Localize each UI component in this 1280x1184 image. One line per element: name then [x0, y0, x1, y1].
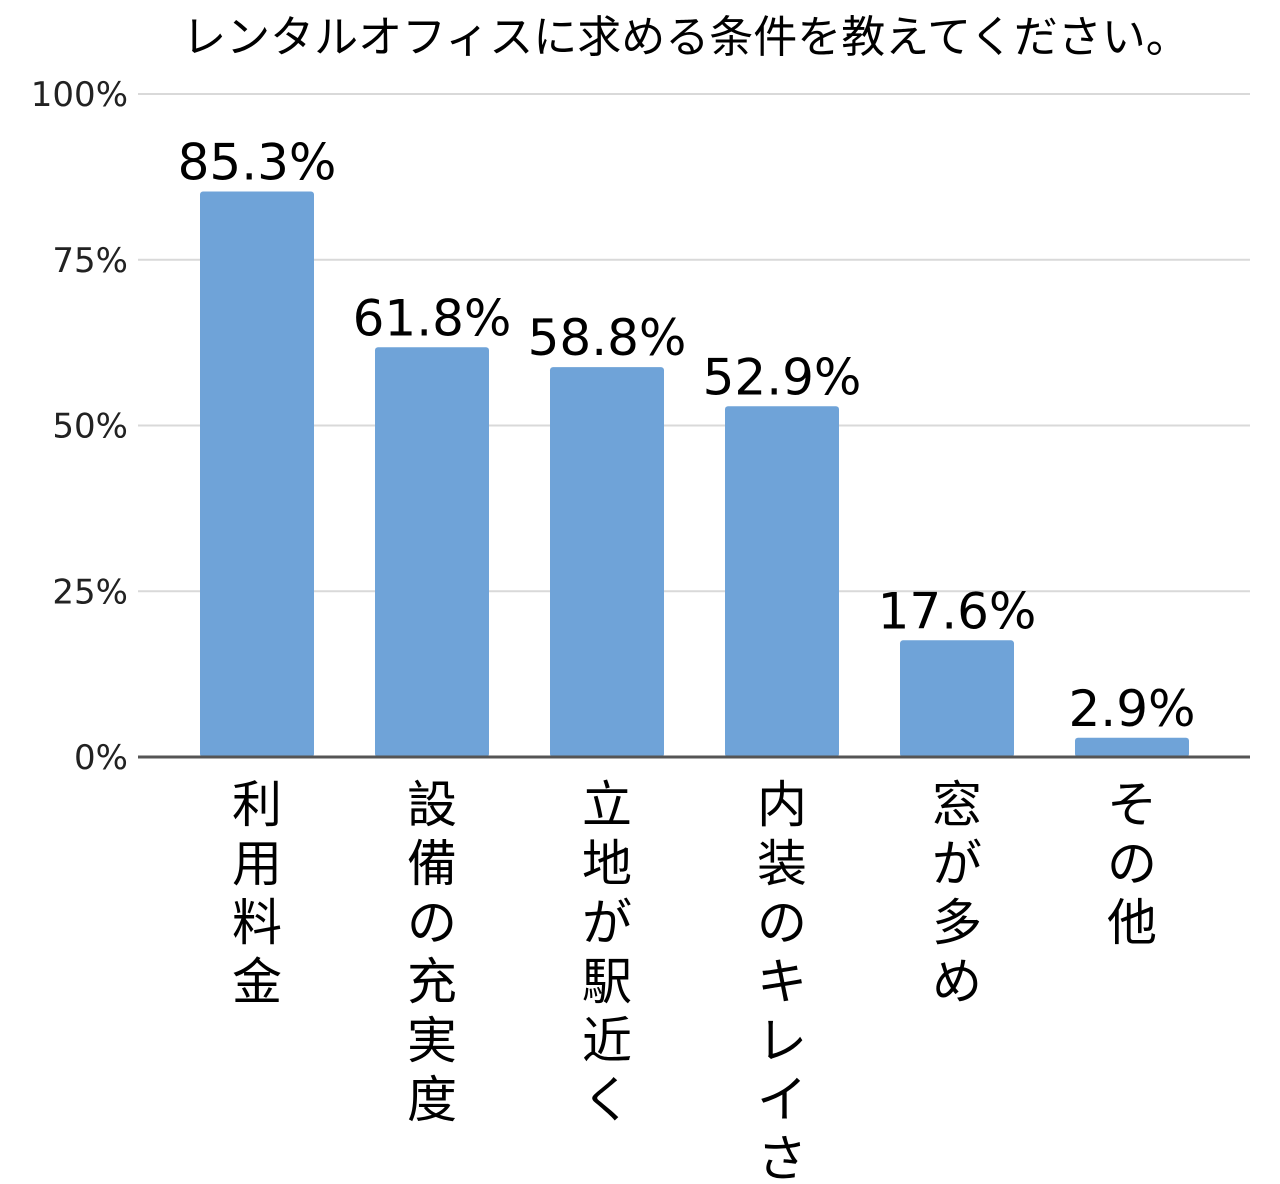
- y-tick-label: 25%: [52, 572, 128, 612]
- data-label: 58.8%: [528, 309, 687, 367]
- category-label: 窓が多め: [932, 776, 982, 1011]
- bar: [725, 406, 839, 757]
- category-label: 利用料金: [232, 776, 282, 1011]
- y-tick-label: 0%: [74, 738, 128, 778]
- category-label: その他: [1107, 776, 1157, 952]
- data-labels: 85.3% 61.8% 58.8% 52.9% 17.6% 2.9%: [178, 133, 1196, 737]
- data-label: 17.6%: [878, 582, 1037, 640]
- bar: [900, 640, 1014, 757]
- chart-title: レンタルオフィスに求める条件を教えてください。: [182, 12, 1190, 63]
- category-label: 設備の充実度: [407, 776, 457, 1129]
- bar: [200, 191, 314, 757]
- bars: [200, 191, 1189, 757]
- data-label: 85.3%: [178, 133, 337, 191]
- gridlines: [138, 93, 1250, 593]
- data-label: 61.8%: [353, 289, 512, 347]
- bar: [1075, 737, 1189, 757]
- category-label: 内装のキレイさ: [757, 776, 807, 1184]
- category-label: 立地が駅近く: [582, 776, 632, 1129]
- y-tick-label: 50%: [52, 407, 128, 447]
- bar: [550, 367, 664, 757]
- y-tick-label: 100%: [31, 75, 128, 115]
- y-axis-ticks: 0% 25% 50% 75% 100%: [31, 75, 128, 778]
- y-tick-label: 75%: [52, 241, 128, 281]
- category-labels: 利用料金 設備の充実度 立地が駅近く 内装のキレイさ 窓が多め その他: [232, 776, 1157, 1184]
- bar: [375, 347, 489, 757]
- data-label: 2.9%: [1068, 680, 1195, 738]
- data-label: 52.9%: [703, 348, 862, 406]
